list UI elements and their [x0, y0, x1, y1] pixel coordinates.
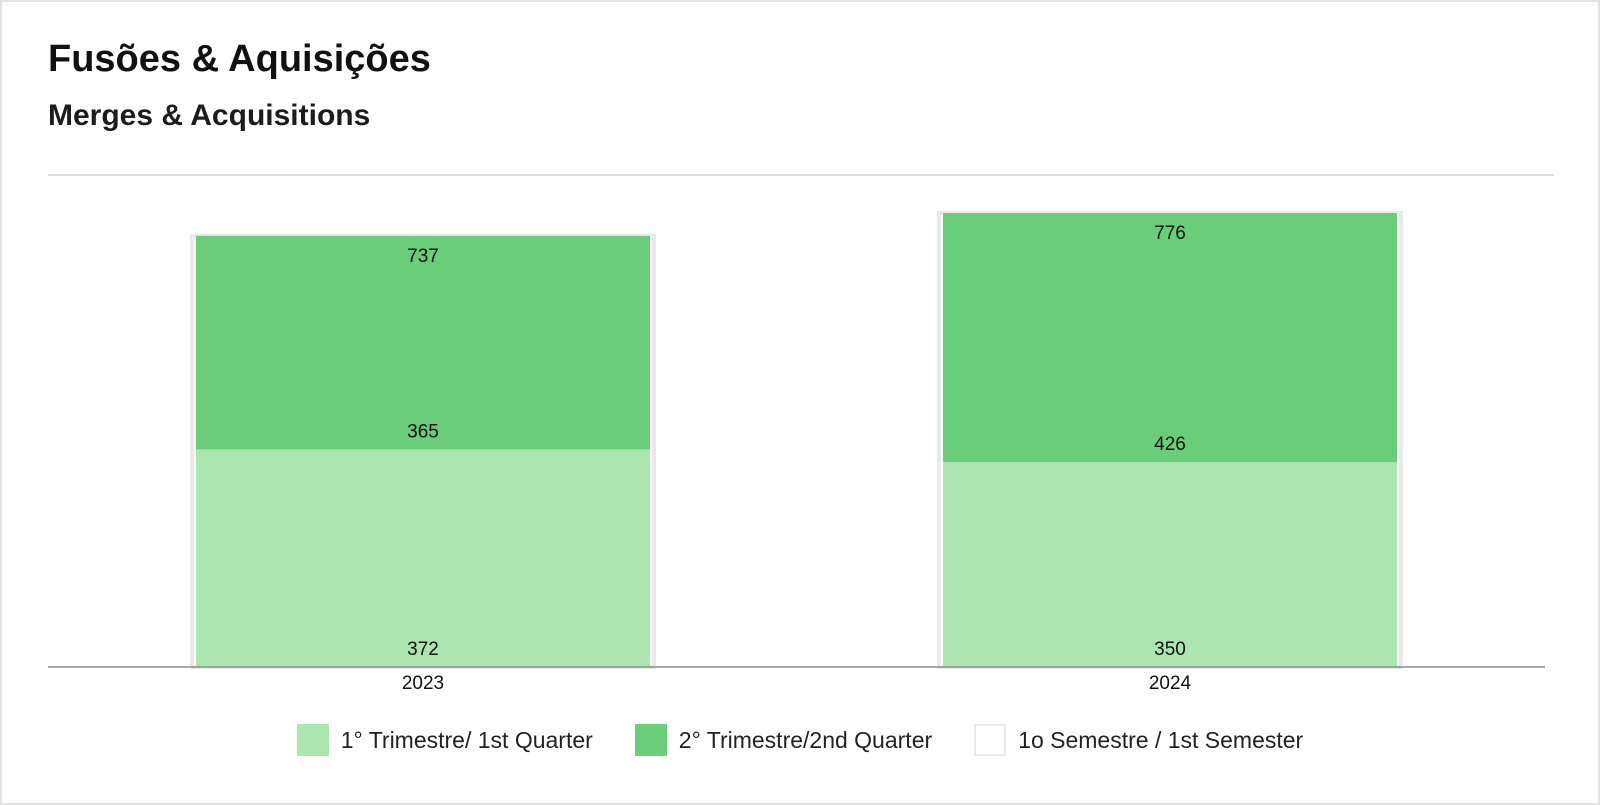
bar-q2-2024: [943, 213, 1397, 463]
legend-item-q1: 1° Trimestre/ 1st Quarter: [296, 724, 593, 756]
legend-label-q2: 2° Trimestre/2nd Quarter: [678, 726, 933, 753]
x-tick-label-2023: 2023: [402, 673, 444, 694]
data-label-q1-2023: 372: [407, 639, 439, 660]
legend-swatch-q1: [296, 724, 329, 756]
bar-q1-2023: [196, 449, 650, 667]
legend-swatch-q2: [634, 724, 667, 756]
data-label-total-2023: 737: [407, 246, 439, 267]
data-label-q2-2024: 426: [1154, 434, 1186, 455]
header-divider: [48, 174, 1554, 176]
x-tick-label-2024: 2024: [1149, 673, 1192, 694]
legend-item-q2: 2° Trimestre/2nd Quarter: [634, 724, 933, 756]
legend-label-semester: 1o Semestre / 1st Semester: [1018, 726, 1304, 753]
data-label-q2-2023: 365: [407, 421, 439, 442]
bar-q1-2024: [943, 462, 1397, 667]
legend-item-semester: 1o Semestre / 1st Semester: [974, 724, 1303, 756]
legend-swatch-semester: [974, 724, 1007, 756]
data-label-q1-2024: 350: [1154, 639, 1186, 660]
legend-label-q1: 1° Trimestre/ 1st Quarter: [340, 726, 593, 753]
data-label-total-2024: 776: [1154, 223, 1186, 244]
bar-q2-2023: [196, 235, 650, 450]
chart-subtitle: Merges & Acquisitions: [48, 99, 371, 132]
chart-title: Fusões & Aquisições: [48, 38, 431, 80]
legend: 1° Trimestre/ 1st Quarter 2° Trimestre/2…: [0, 724, 1600, 756]
